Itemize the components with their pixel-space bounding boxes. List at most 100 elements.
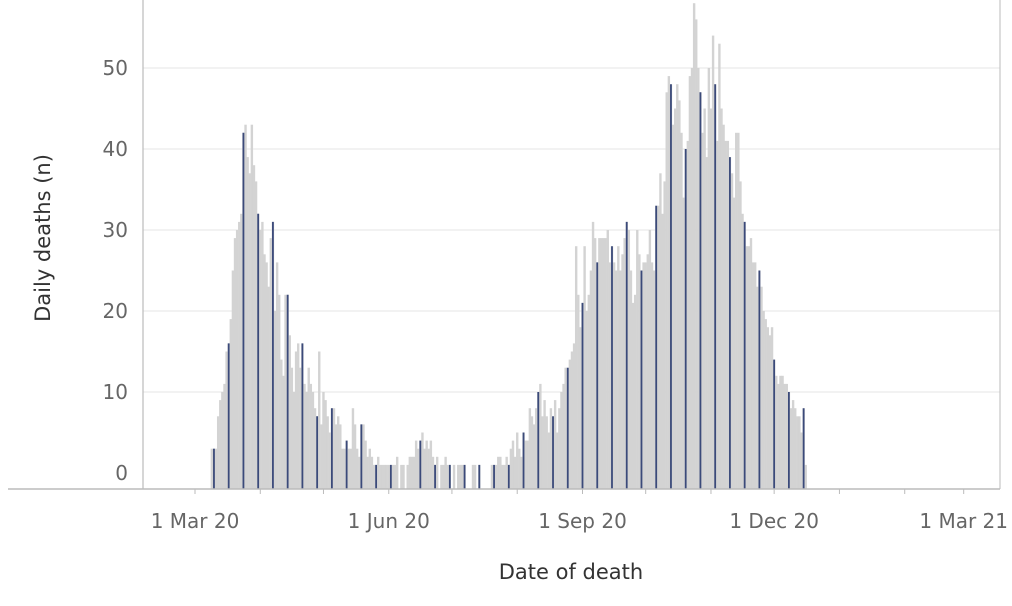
daily-bar	[387, 464, 390, 489]
daily-bar	[688, 76, 692, 489]
y-axis-title: Daily deaths (n)	[31, 154, 55, 322]
daily-bar	[513, 456, 517, 489]
daily-bar	[444, 456, 447, 489]
daily-bar	[543, 400, 546, 489]
daily-bar	[577, 294, 580, 489]
daily-bar	[254, 181, 258, 489]
daily-bar	[794, 408, 797, 489]
daily-bar	[631, 302, 635, 489]
daily-bar	[692, 3, 696, 489]
daily-bar	[541, 416, 544, 489]
daily-bar	[762, 311, 765, 489]
daily-bar	[753, 262, 757, 489]
daily-bar	[490, 464, 494, 489]
daily-bar	[644, 262, 647, 489]
daily-bar	[703, 108, 706, 489]
daily-bar	[452, 464, 456, 489]
daily-bar	[652, 270, 656, 489]
daily-bar	[355, 448, 359, 489]
daily-bar	[431, 456, 435, 489]
daily-bar	[604, 238, 607, 489]
daily-bar	[294, 351, 298, 489]
daily-bar	[739, 181, 742, 489]
daily-bar	[267, 286, 270, 489]
daily-bar	[421, 432, 424, 489]
daily-bar	[804, 464, 807, 489]
daily-bar	[671, 124, 675, 489]
daily-bar	[556, 432, 559, 489]
daily-bar	[756, 286, 759, 489]
daily-bar	[530, 416, 534, 489]
daily-bar	[800, 432, 803, 489]
daily-bar	[278, 294, 281, 489]
daily-bar	[305, 392, 308, 489]
daily-bar	[383, 464, 386, 489]
daily-bar	[353, 424, 357, 489]
daily-bar	[313, 408, 317, 489]
y-tick-label: 0	[115, 461, 128, 485]
bars	[210, 3, 807, 490]
y-tick-label: 30	[103, 218, 128, 242]
daily-bar	[309, 383, 313, 489]
daily-bar	[406, 464, 409, 489]
daily-bar	[326, 416, 329, 489]
daily-bar	[760, 286, 763, 489]
daily-bar	[229, 319, 233, 489]
daily-bar	[332, 408, 336, 489]
daily-bar	[423, 448, 426, 489]
daily-bar	[598, 238, 601, 489]
daily-bar	[221, 392, 224, 489]
daily-bar	[368, 448, 371, 489]
daily-bar	[526, 440, 529, 489]
daily-bar	[216, 416, 220, 489]
daily-bar	[621, 254, 624, 489]
daily-bar	[539, 383, 542, 489]
daily-bar	[619, 270, 622, 489]
daily-bar	[265, 262, 268, 489]
daily-bar	[377, 456, 380, 489]
daily-bar	[553, 400, 557, 489]
x-axis-title: Date of death	[499, 560, 643, 584]
daily-bar	[501, 464, 504, 489]
daily-bar	[248, 173, 251, 490]
daily-bar	[290, 367, 294, 489]
daily-bar	[440, 464, 443, 489]
daily-bar	[244, 124, 247, 489]
daily-bar	[395, 456, 399, 489]
daily-bar	[341, 448, 344, 489]
daily-bar	[585, 311, 588, 489]
daily-bar	[429, 440, 433, 489]
daily-bar	[414, 440, 418, 489]
daily-bar	[777, 383, 780, 489]
daily-bar	[726, 140, 730, 489]
daily-bar	[410, 456, 414, 489]
daily-bar	[282, 375, 285, 489]
daily-bar	[791, 400, 795, 489]
daily-bar	[587, 294, 591, 489]
daily-bar	[402, 464, 405, 489]
daily-bar	[518, 448, 521, 489]
daily-bar	[602, 238, 605, 489]
daily-bar	[347, 448, 350, 489]
daily-bar	[781, 375, 784, 489]
daily-bar	[284, 294, 287, 489]
daily-bar	[511, 440, 515, 489]
daily-bar	[663, 181, 666, 489]
daily-bar	[570, 351, 574, 489]
daily-bar	[612, 262, 616, 489]
daily-bar	[339, 424, 342, 489]
daily-bar	[362, 424, 365, 489]
daily-bar	[697, 68, 700, 489]
daily-bar	[785, 383, 788, 489]
daily-bar	[351, 408, 355, 489]
daily-bar	[606, 230, 609, 489]
daily-bar	[520, 456, 523, 489]
daily-bar	[303, 383, 306, 489]
daily-bar	[747, 246, 751, 489]
daily-bar	[591, 221, 595, 489]
daily-bar	[629, 270, 633, 489]
daily-bar	[225, 351, 228, 489]
daily-bar	[608, 262, 612, 489]
daily-bar	[798, 416, 801, 489]
daily-bar	[720, 108, 723, 489]
